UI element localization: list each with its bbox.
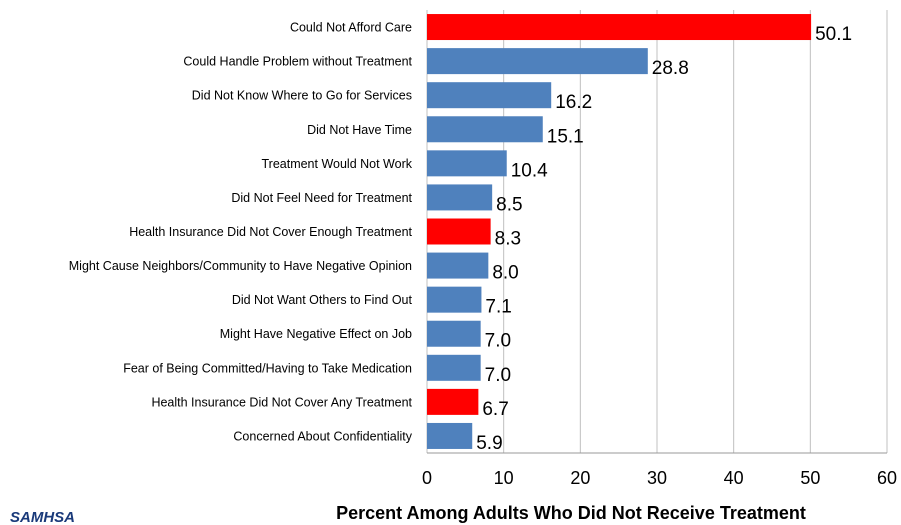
bar (427, 150, 507, 177)
data-label: 28.8 (652, 58, 689, 79)
bar (427, 354, 481, 381)
x-axis-title: Percent Among Adults Who Did Not Receive… (336, 503, 806, 523)
data-label: 15.1 (547, 126, 584, 147)
x-tick-label: 50 (800, 468, 820, 488)
category-label: Might Have Negative Effect on Job (220, 327, 412, 341)
category-label: Did Not Feel Need for Treatment (231, 191, 412, 205)
value-labels: 50.1 28.8 16.2 15.1 10.4 8.5 8.3 8.0 7.1 7.0 7.0 6.… (476, 24, 852, 454)
x-tick-label: 10 (494, 468, 514, 488)
category-label: Could Not Afford Care (290, 21, 412, 35)
category-label: Concerned About Confidentiality (233, 429, 412, 443)
data-label: 10.4 (511, 160, 548, 181)
category-label: Did Not Have Time (307, 123, 412, 137)
category-label: Did Not Know Where to Go for Services (192, 89, 412, 103)
category-label: Might Cause Neighbors/Community to Have … (69, 259, 412, 273)
data-label: 6.7 (482, 399, 508, 420)
data-label: 16.2 (555, 92, 592, 113)
data-label: 5.9 (476, 433, 502, 454)
category-label: Did Not Want Others to Find Out (232, 293, 413, 307)
data-label: 7.0 (485, 331, 511, 352)
data-label: 8.5 (496, 194, 522, 215)
category-label: Health Insurance Did Not Cover Any Treat… (151, 395, 412, 409)
category-label: Fear of Being Committed/Having to Take M… (123, 361, 412, 375)
samhsa-logo-text: SAMHSA (10, 509, 75, 525)
category-label: Treatment Would Not Work (261, 157, 412, 171)
bar (427, 286, 482, 313)
x-tick-label: 40 (724, 468, 744, 488)
bar (427, 116, 543, 143)
bar (427, 14, 812, 41)
bar (427, 82, 552, 109)
bar (427, 422, 473, 449)
bar (427, 388, 479, 415)
bars (427, 14, 812, 449)
data-label: 50.1 (815, 24, 852, 45)
bar (427, 320, 481, 347)
x-axis-ticks: 0 10 20 30 40 50 60 (422, 468, 897, 488)
bar (427, 218, 491, 245)
bar (427, 48, 648, 75)
data-label: 7.0 (485, 365, 511, 386)
category-label: Could Handle Problem without Treatment (183, 55, 412, 69)
category-label: Health Insurance Did Not Cover Enough Tr… (129, 225, 412, 239)
category-labels: Could Not Afford Care Could Handle Proble… (69, 21, 413, 444)
data-label: 7.1 (485, 297, 511, 318)
bar (427, 252, 489, 279)
bar (427, 184, 493, 211)
data-label: 8.0 (492, 263, 518, 284)
x-tick-label: 60 (877, 468, 897, 488)
x-tick-label: 20 (570, 468, 590, 488)
data-label: 8.3 (495, 229, 521, 250)
x-tick-label: 0 (422, 468, 432, 488)
samhsa-logo: SAMHSA (10, 509, 75, 525)
x-tick-label: 30 (647, 468, 667, 488)
